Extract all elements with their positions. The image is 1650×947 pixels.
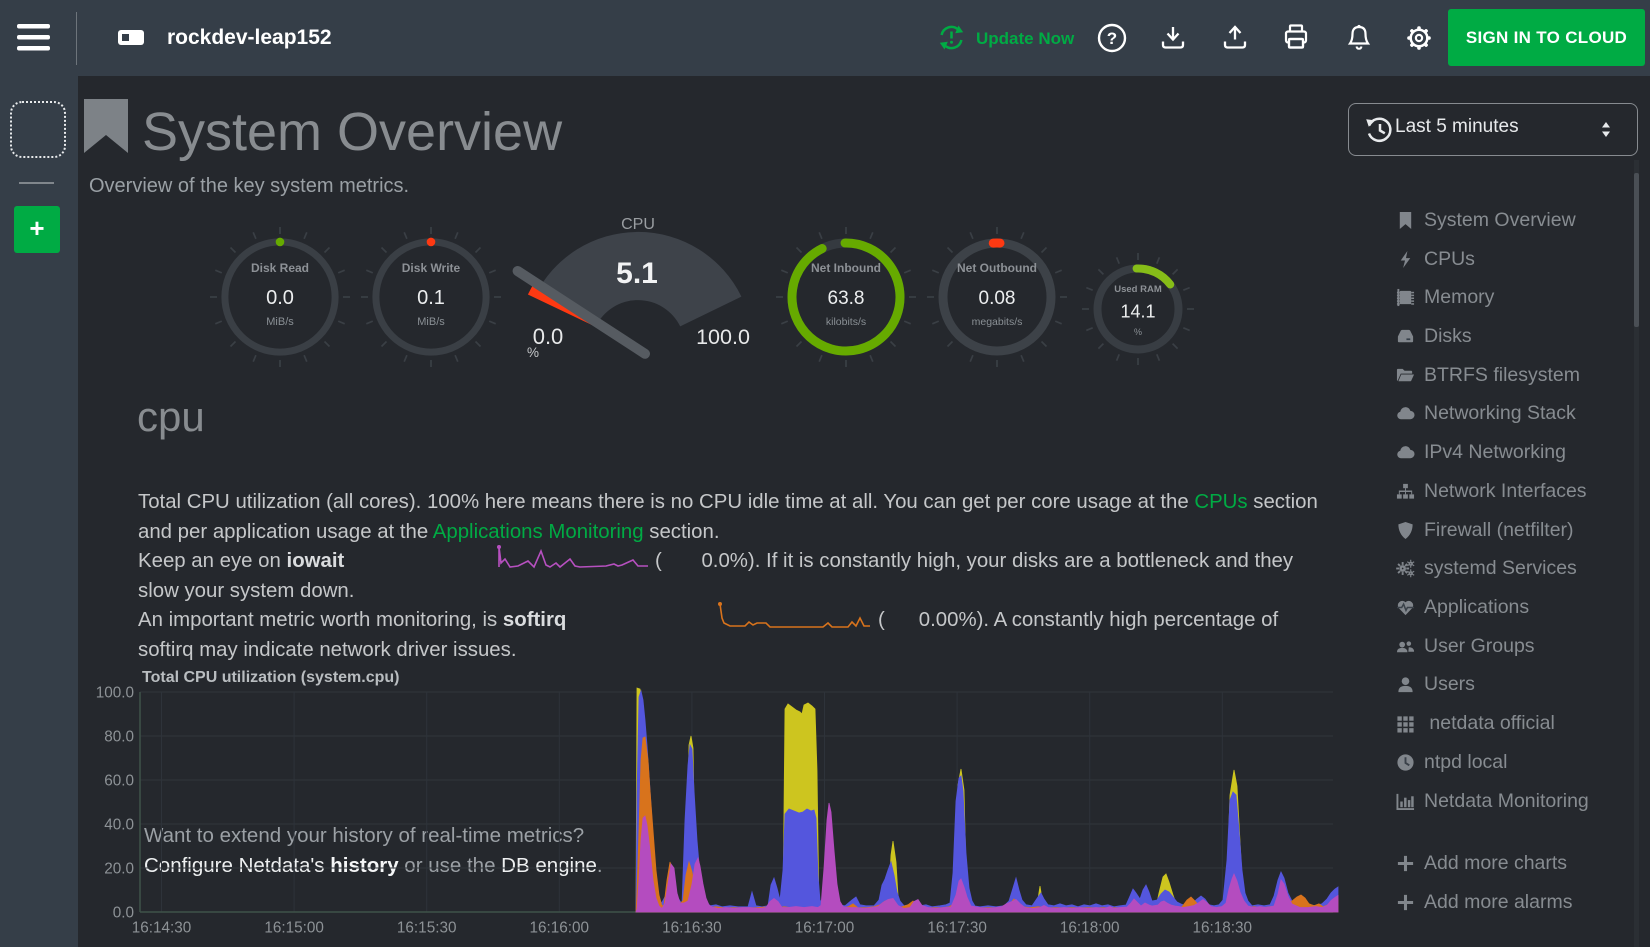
- svg-text:megabits/s: megabits/s: [972, 316, 1023, 328]
- svg-text:16:16:00: 16:16:00: [530, 920, 590, 937]
- svg-text:16:15:00: 16:15:00: [264, 920, 324, 937]
- svg-text:16:17:30: 16:17:30: [927, 920, 987, 937]
- svg-text:?: ?: [1107, 29, 1117, 48]
- svg-text:60.0: 60.0: [104, 773, 134, 790]
- svg-text:Net Inbound: Net Inbound: [811, 261, 881, 275]
- svg-text:0.0: 0.0: [266, 287, 294, 309]
- svg-text:Disk Read: Disk Read: [251, 261, 309, 275]
- svg-text:16:18:30: 16:18:30: [1193, 920, 1253, 937]
- svg-text:0.1: 0.1: [417, 287, 445, 309]
- svg-text:63.8: 63.8: [828, 288, 865, 309]
- svg-text:16:15:30: 16:15:30: [397, 920, 457, 937]
- svg-text:MiB/s: MiB/s: [266, 316, 294, 328]
- svg-text:100.0: 100.0: [96, 685, 134, 702]
- svg-text:Disk Write: Disk Write: [402, 261, 461, 275]
- svg-text:14.1: 14.1: [1120, 301, 1155, 321]
- svg-text:MiB/s: MiB/s: [417, 316, 445, 328]
- svg-text:40.0: 40.0: [104, 817, 134, 834]
- svg-text:16:17:00: 16:17:00: [795, 920, 855, 937]
- svg-text:16:14:30: 16:14:30: [132, 920, 192, 937]
- svg-text:20.0: 20.0: [104, 861, 134, 878]
- svg-text:16:18:00: 16:18:00: [1060, 920, 1120, 937]
- svg-text:0.0: 0.0: [113, 905, 134, 922]
- svg-text:0.08: 0.08: [979, 288, 1016, 309]
- svg-text:16:16:30: 16:16:30: [662, 920, 722, 937]
- svg-text:80.0: 80.0: [104, 729, 134, 746]
- svg-text:kilobits/s: kilobits/s: [826, 316, 866, 328]
- svg-text:%: %: [1134, 327, 1142, 337]
- svg-text:Used RAM: Used RAM: [1114, 284, 1162, 295]
- svg-text:Net Outbound: Net Outbound: [957, 261, 1037, 275]
